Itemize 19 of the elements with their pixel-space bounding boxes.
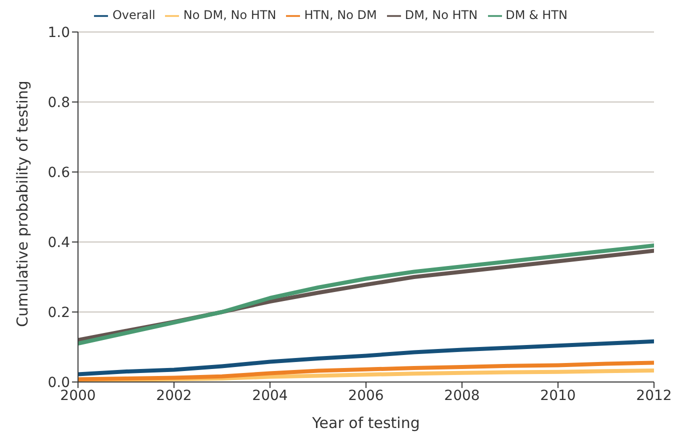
line-series — [78, 339, 654, 376]
x-tick-label: 2006 — [348, 388, 384, 404]
y-tick-label: 0.2 — [48, 304, 70, 321]
legend-label: HTN, No DM — [304, 8, 377, 22]
x-tick-label: 2012 — [636, 388, 672, 404]
y-tick-label: 0.6 — [48, 164, 70, 181]
y-axis-title: Cumulative probability of testing — [13, 80, 32, 327]
x-tick-label: 2010 — [540, 388, 576, 404]
x-tick-label: 2004 — [252, 388, 288, 404]
x-tick-label: 2002 — [156, 388, 192, 404]
x-tick-label: 2008 — [444, 388, 480, 404]
legend-label: DM & HTN — [506, 8, 568, 22]
y-tick-label: 1.0 — [48, 24, 70, 41]
legend-label: Overall — [112, 8, 156, 22]
legend-label: DM, No HTN — [404, 8, 478, 22]
y-tick-label: 0.8 — [48, 94, 70, 111]
x-axis-title: Year of testing — [311, 414, 420, 432]
y-tick-label: 0.4 — [48, 234, 70, 251]
legend-label: No DM, No HTN — [183, 8, 276, 22]
